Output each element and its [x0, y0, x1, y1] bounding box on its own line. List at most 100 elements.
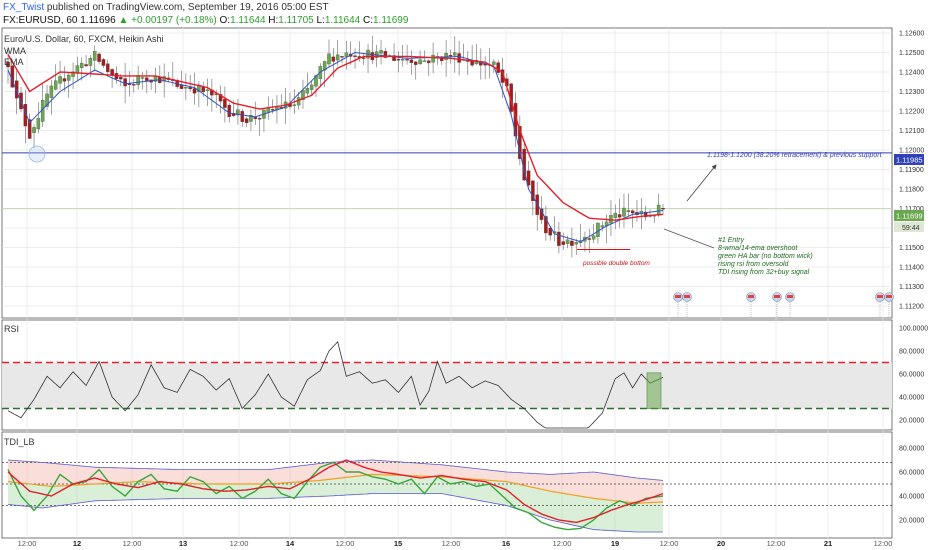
candle-body — [84, 64, 88, 67]
candle-body — [626, 210, 631, 212]
candle-body — [327, 53, 331, 65]
price-tick-label: 1.12300 — [899, 89, 924, 96]
candle-body — [136, 75, 140, 86]
candle-body — [236, 109, 240, 116]
candle-body — [71, 71, 75, 77]
price-tick-label: 1.11200 — [899, 304, 924, 311]
candle-body — [240, 111, 244, 122]
x-tick-label: 12:00 — [123, 539, 142, 548]
open-value: 1.11644 — [230, 15, 266, 26]
candle-body — [140, 77, 145, 79]
candle-body — [422, 60, 427, 62]
price-tick-label: 1.12200 — [899, 109, 924, 116]
candle-body — [492, 61, 496, 65]
tdi-title: TDI_LB — [4, 437, 35, 447]
high-value: 1.11705 — [278, 15, 314, 26]
candle-body — [58, 76, 62, 84]
candle-body — [314, 75, 318, 87]
author-link[interactable]: FX_Twist — [3, 2, 45, 13]
candle-body — [110, 69, 114, 76]
price-tick-label: 1.12400 — [899, 70, 924, 77]
candle-body — [49, 85, 54, 98]
candle-body — [431, 54, 435, 63]
candle-body — [6, 62, 10, 68]
candle-body — [596, 222, 600, 237]
candle-body — [622, 207, 626, 217]
candle-body — [405, 59, 409, 61]
tdi-upper-line — [7, 459, 664, 481]
candle-body — [344, 52, 349, 57]
x-tick-label: 12:00 — [767, 539, 786, 548]
rsi-band — [2, 362, 892, 409]
candle-body — [587, 238, 592, 240]
candle-body — [383, 51, 388, 58]
x-tick-label: 21 — [824, 539, 832, 548]
x-tick-label: 12:00 — [660, 539, 679, 548]
x-tick-label: 12:00 — [18, 539, 37, 548]
candle-body — [132, 84, 136, 86]
candle-body — [192, 88, 197, 94]
tdi-red-line — [7, 459, 664, 524]
x-tick-label: 19 — [611, 539, 619, 548]
entry-line-1: #1 Entry — [718, 237, 745, 244]
candle-body — [201, 86, 205, 93]
legend-ema: EMA — [4, 57, 24, 67]
event-flag-icon — [673, 292, 683, 302]
candle-body — [184, 87, 188, 89]
main-title: Euro/U.S. Dollar, 60, FXCM, Heikin Ashi — [4, 34, 164, 44]
candle-body — [45, 93, 49, 107]
candle-body — [36, 118, 41, 130]
rsi-tick-label: 20.0000 — [899, 418, 924, 425]
candle-body — [223, 98, 227, 108]
close-value: 1.11699 — [373, 15, 409, 26]
price-change: +0.00197 (+0.18%) — [131, 15, 217, 26]
candle-body — [62, 78, 67, 82]
candle-body — [53, 80, 58, 90]
event-flag-icon — [682, 292, 692, 302]
candle-body — [413, 61, 418, 65]
rsi-tick-label: 60.0000 — [899, 372, 924, 379]
x-tick-label: 12:00 — [336, 539, 355, 548]
candle-body — [340, 56, 344, 58]
support-price-tag: 1.11985 — [896, 156, 923, 165]
candle-body — [418, 59, 422, 65]
low-value: 1.11644 — [324, 15, 361, 26]
candle-body — [518, 126, 522, 159]
price-tick-label: 1.11900 — [899, 167, 924, 174]
tdi-upper-fill — [8, 460, 663, 504]
rsi-title: RSI — [4, 324, 20, 334]
tdi-tick-label: 40.0000 — [899, 494, 924, 501]
candle-body — [335, 54, 340, 61]
candle-body — [557, 231, 561, 246]
price-tick-label: 1.12000 — [899, 148, 924, 155]
last-price: 1.11696 — [80, 15, 116, 26]
candle-body — [392, 55, 396, 61]
candle-body — [270, 109, 275, 111]
candle-body — [249, 115, 253, 122]
candle-body — [66, 74, 71, 81]
candle-body — [526, 170, 531, 186]
x-tick-label: 16 — [502, 539, 510, 548]
panes — [1, 27, 893, 539]
tdi-tick-label: 80.0000 — [899, 446, 924, 453]
candle-body — [205, 89, 210, 91]
candle-body — [400, 59, 405, 61]
symbol-line: FX:EURUSD, 60 1.11696 ▲ +0.00197 (+0.18%… — [3, 15, 409, 26]
candle-body — [353, 55, 357, 57]
candle-body — [27, 119, 32, 139]
x-tick-label: 12:00 — [442, 539, 461, 548]
tdi-tick-label: 20.0000 — [899, 518, 924, 525]
candle-body — [227, 104, 231, 117]
candle-body — [544, 216, 548, 234]
grid — [2, 28, 892, 538]
rsi-tick-label: 80.0000 — [899, 349, 924, 356]
double-bottom-label: possible double bottom — [582, 260, 650, 267]
x-tick-label: 14 — [286, 539, 295, 548]
candle-body — [457, 53, 461, 63]
event-flag-icon — [772, 292, 782, 302]
price-tick-label: 1.11800 — [899, 187, 924, 194]
candle-body — [32, 127, 36, 133]
tdi-lower-line — [7, 493, 663, 533]
tdi-lower-fill — [8, 474, 663, 532]
